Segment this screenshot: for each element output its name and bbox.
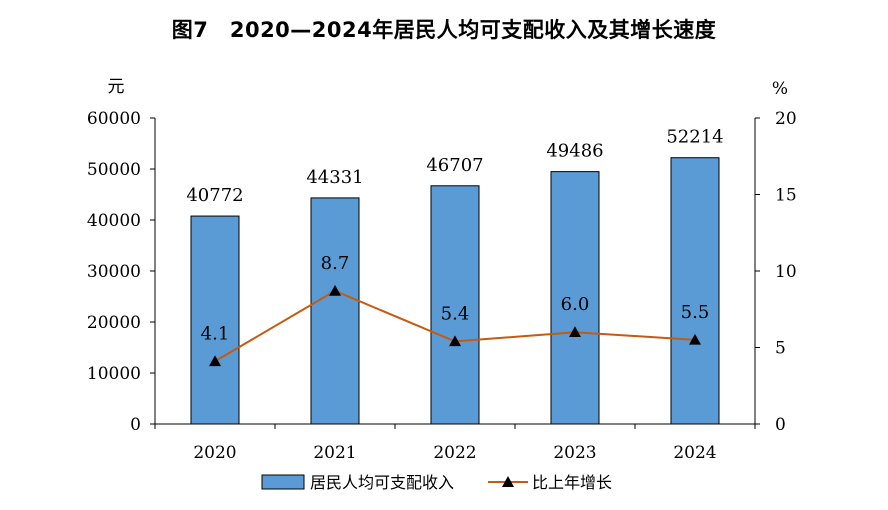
growth-rate-marker — [569, 326, 581, 337]
growth-rate-marker — [449, 335, 461, 347]
growth-rate-marker — [209, 355, 221, 367]
bar-value-label: 52214 — [666, 127, 723, 148]
left-axis-unit: 元 — [108, 77, 125, 97]
right-axis-tick-label: 15 — [775, 186, 797, 206]
right-axis-tick-label: 20 — [775, 109, 797, 129]
right-axis-tick-label: 0 — [775, 415, 786, 435]
legend-line-label: 比上年增长 — [532, 473, 612, 492]
income-bar — [670, 157, 720, 425]
legend-bar-label: 居民人均可支配收入 — [310, 473, 454, 492]
left-axis-tick-label: 50000 — [87, 160, 141, 180]
bar-value-label: 40772 — [186, 185, 243, 206]
bar-value-label: 46707 — [426, 155, 483, 176]
x-axis-tick-label: 2022 — [433, 443, 476, 463]
right-axis-tick-label: 5 — [775, 339, 786, 359]
bar-value-label: 44331 — [306, 167, 363, 188]
income-bar — [430, 185, 480, 425]
growth-rate-marker — [689, 333, 701, 345]
legend-line-marker — [502, 476, 514, 487]
x-axis-tick-label: 2023 — [553, 443, 596, 463]
left-axis-tick-label: 20000 — [87, 313, 141, 333]
growth-rate-marker — [329, 284, 341, 296]
income-bar — [550, 171, 600, 425]
left-axis-tick-label: 30000 — [87, 262, 141, 282]
left-axis-tick-label: 40000 — [87, 211, 141, 231]
income-bar — [310, 197, 360, 425]
legend-bar-swatch — [261, 474, 305, 490]
x-axis-tick-label: 2024 — [673, 443, 716, 463]
left-axis-tick-label: 10000 — [87, 364, 141, 384]
right-axis-tick-label: 10 — [775, 262, 797, 282]
growth-rate-label: 5.5 — [681, 302, 710, 323]
growth-rate-label: 4.1 — [201, 323, 230, 344]
left-axis-tick-label: 0 — [130, 415, 141, 435]
right-axis-unit: % — [772, 79, 788, 99]
x-axis-tick-label: 2020 — [193, 443, 236, 463]
chart-title: 图7 2020—2024年居民人均可支配收入及其增长速度 — [171, 18, 717, 42]
growth-rate-label: 6.0 — [561, 294, 590, 315]
growth-rate-label: 5.4 — [441, 303, 470, 324]
bar-value-label: 49486 — [546, 141, 603, 162]
growth-rate-label: 8.7 — [321, 253, 350, 274]
income-bar — [190, 215, 240, 425]
x-axis-tick-label: 2021 — [313, 443, 356, 463]
left-axis-tick-label: 60000 — [87, 109, 141, 129]
